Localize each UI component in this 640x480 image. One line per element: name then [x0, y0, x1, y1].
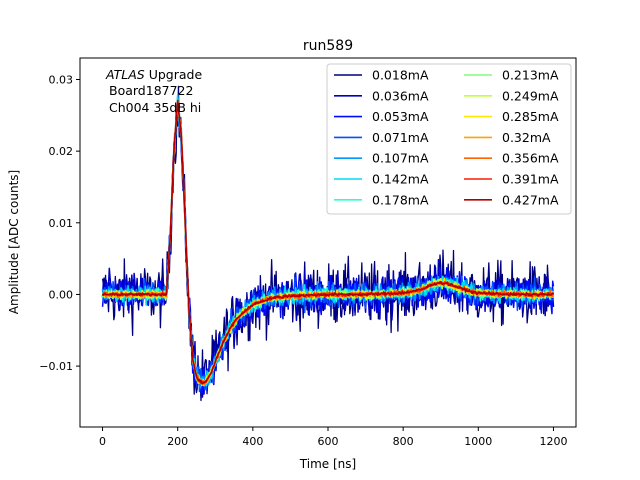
- legend-label: 0.32mA: [502, 130, 551, 145]
- legend-label: 0.356mA: [502, 151, 559, 166]
- legend-label: 0.249mA: [502, 88, 559, 103]
- annotation-board: Board187722: [109, 83, 193, 98]
- series-line: [101, 99, 555, 385]
- annotation-atlas: ATLAS: [105, 67, 145, 82]
- legend: 0.018mA 0.036mA 0.053mA 0.071mA 0.107mA 0.142…: [326, 63, 572, 215]
- legend-label: 0.107mA: [372, 151, 429, 166]
- legend-label: 0.071mA: [372, 130, 429, 145]
- x-axis-label: Time [ns]: [299, 457, 356, 471]
- legend-label: 0.391mA: [502, 172, 559, 187]
- legend-frame: [326, 63, 572, 215]
- chart-title: run589: [303, 38, 353, 54]
- y-axis: −0.01 0.00 0.01 0.02 0.03: [39, 73, 80, 373]
- y-tick-label: 0.00: [49, 288, 74, 301]
- legend-label: 0.178mA: [372, 192, 429, 207]
- legend-label: 0.018mA: [372, 68, 429, 83]
- x-tick-label: 1200: [539, 435, 567, 448]
- annotation-line-1: ATLAS Upgrade: [105, 67, 202, 82]
- series-lines: [101, 85, 555, 402]
- y-tick-label: −0.01: [39, 360, 73, 373]
- legend-label: 0.427mA: [502, 192, 559, 207]
- y-tick-label: 0.02: [49, 145, 74, 158]
- legend-label: 0.213mA: [502, 68, 559, 83]
- x-tick-label: 600: [318, 435, 339, 448]
- x-tick-label: 1000: [464, 435, 492, 448]
- y-tick-label: 0.03: [49, 73, 74, 86]
- legend-label: 0.053mA: [372, 109, 429, 124]
- legend-label: 0.036mA: [372, 88, 429, 103]
- x-axis: 0 200 400 600 800 1000 1200: [99, 427, 567, 448]
- atlas-annotation: ATLAS Upgrade Board187722 Ch004 35dB hi: [105, 67, 202, 115]
- x-tick-label: 200: [167, 435, 188, 448]
- legend-label: 0.142mA: [372, 172, 429, 187]
- x-tick-label: 0: [99, 435, 106, 448]
- x-tick-label: 400: [242, 435, 263, 448]
- y-axis-label: Amplitude [ADC counts]: [7, 170, 21, 314]
- annotation-upgrade: Upgrade: [145, 67, 203, 82]
- y-tick-label: 0.01: [49, 217, 74, 230]
- x-tick-label: 800: [393, 435, 414, 448]
- legend-label: 0.285mA: [502, 109, 559, 124]
- annotation-channel: Ch004 35dB hi: [109, 100, 201, 115]
